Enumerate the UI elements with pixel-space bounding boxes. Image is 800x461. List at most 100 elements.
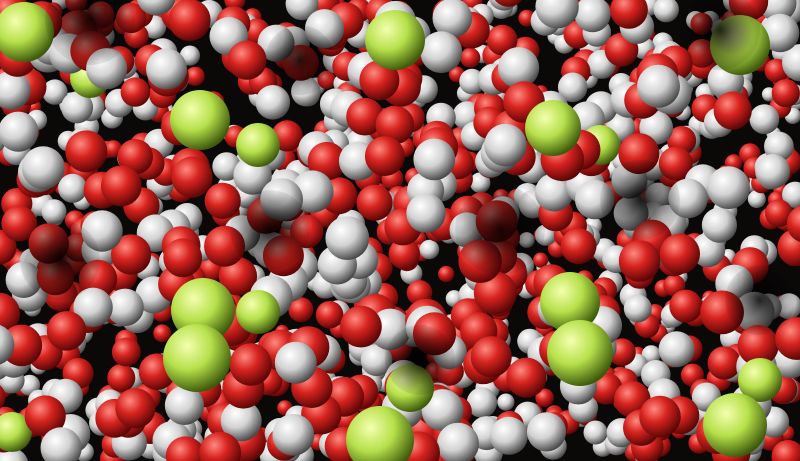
red-sphere: [669, 289, 703, 323]
red-sphere: [659, 233, 700, 274]
white-sphere: [406, 193, 446, 233]
red-sphere: [535, 388, 554, 407]
white-sphere: [42, 79, 68, 105]
white-sphere: [106, 288, 144, 326]
red-sphere: [610, 0, 648, 29]
pore-shadow: [230, 190, 310, 270]
red-sphere: [111, 337, 141, 367]
pore-shadow: [265, 25, 335, 95]
red-sphere: [168, 0, 211, 41]
white-sphere: [413, 138, 456, 181]
red-sphere: [707, 346, 741, 380]
pore-shadow: [385, 325, 455, 395]
red-sphere: [359, 60, 400, 101]
red-sphere: [115, 388, 156, 429]
white-sphere: [557, 72, 588, 103]
red-sphere: [111, 234, 152, 275]
white-sphere: [749, 104, 780, 135]
white-sphere: [421, 389, 464, 432]
white-sphere: [41, 199, 67, 225]
red-sphere: [24, 395, 66, 437]
red-sphere: [120, 77, 150, 107]
red-sphere: [786, 205, 800, 242]
white-sphere: [782, 44, 800, 82]
red-sphere: [438, 265, 455, 283]
green-sphere: [525, 100, 581, 156]
white-sphere: [432, 0, 473, 38]
red-sphere: [163, 238, 203, 278]
pore-shadow: [45, 0, 135, 65]
white-sphere: [782, 181, 800, 208]
channel-shadows: [20, 0, 795, 395]
green-sphere: [346, 406, 414, 461]
red-sphere: [375, 105, 415, 145]
white-sphere: [623, 294, 652, 323]
white-sphere: [658, 331, 695, 368]
red-sphere: [100, 165, 142, 207]
red-sphere: [0, 385, 6, 409]
white-sphere: [73, 287, 113, 327]
white-sphere: [747, 190, 766, 209]
white-sphere: [0, 111, 39, 152]
white-sphere: [760, 13, 800, 53]
green-sphere: [547, 320, 613, 386]
red-sphere: [470, 336, 512, 378]
green-sphere: [163, 324, 231, 392]
red-sphere: [107, 363, 136, 392]
white-sphere: [535, 173, 574, 212]
red-sphere: [771, 439, 800, 461]
red-sphere: [204, 182, 241, 219]
red-sphere: [356, 184, 393, 221]
green-sphere: [170, 90, 230, 150]
white-sphere: [21, 146, 65, 190]
green-sphere: [365, 10, 425, 70]
white-sphere: [0, 325, 15, 365]
green-sphere: [0, 412, 32, 452]
pore-shadow: [20, 220, 100, 300]
white-sphere: [360, 344, 393, 377]
red-sphere: [364, 136, 405, 177]
white-sphere: [489, 416, 528, 455]
white-sphere: [137, 0, 176, 16]
white-sphere: [497, 47, 540, 89]
white-sphere: [325, 216, 370, 260]
green-sphere: [738, 358, 782, 402]
white-sphere: [285, 0, 319, 21]
white-sphere: [526, 412, 567, 452]
red-sphere: [639, 395, 681, 438]
pore-shadow: [455, 185, 545, 275]
white-sphere: [0, 70, 31, 110]
red-sphere: [218, 257, 258, 296]
white-sphere: [484, 123, 527, 167]
white-sphere: [437, 422, 479, 461]
pore-shadow: [600, 160, 680, 240]
red-sphere: [560, 228, 597, 265]
red-sphere: [486, 24, 518, 56]
red-sphere: [165, 436, 205, 461]
white-sphere: [535, 0, 579, 29]
red-sphere: [713, 91, 752, 130]
white-sphere: [272, 413, 315, 456]
red-sphere: [618, 240, 661, 282]
green-sphere: [236, 290, 280, 334]
pore-shadow: [680, 0, 760, 70]
red-sphere: [346, 97, 384, 136]
red-sphere: [494, 0, 522, 7]
white-sphere: [419, 239, 440, 260]
red-sphere: [117, 139, 153, 175]
red-sphere: [1, 205, 37, 242]
green-sphere: [540, 272, 600, 332]
red-sphere: [765, 199, 793, 227]
red-sphere: [506, 357, 547, 398]
white-sphere: [466, 387, 498, 418]
red-sphere: [315, 301, 344, 329]
white-sphere: [146, 48, 187, 90]
red-sphere: [227, 40, 267, 80]
white-sphere: [274, 341, 317, 384]
red-sphere: [737, 325, 779, 366]
white-sphere: [764, 131, 794, 162]
red-sphere: [340, 305, 382, 348]
red-sphere: [388, 238, 420, 270]
red-sphere: [104, 140, 123, 158]
